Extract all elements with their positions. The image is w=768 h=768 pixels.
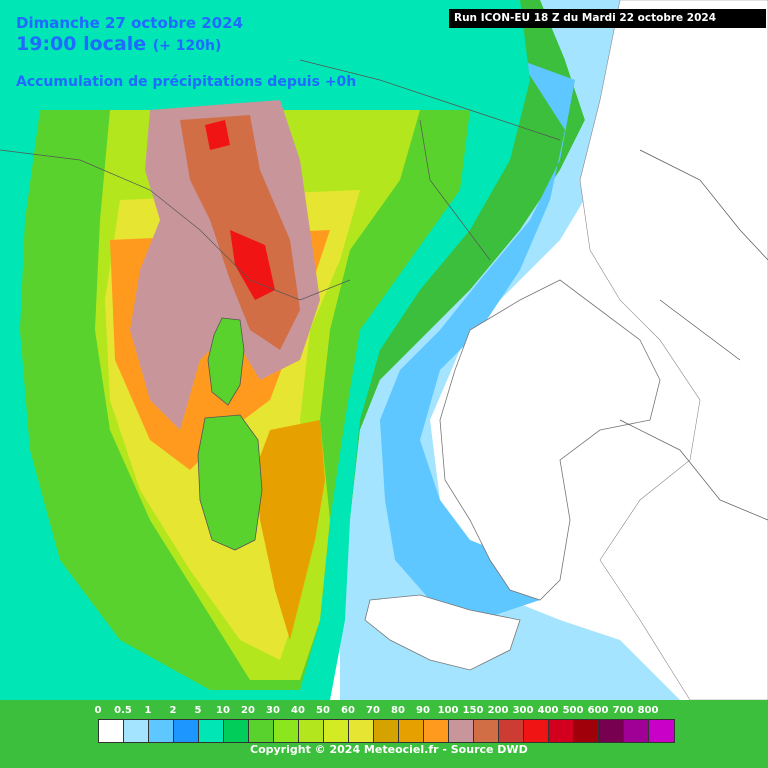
legend-swatch bbox=[324, 720, 349, 742]
legend-label: 300 bbox=[512, 705, 534, 716]
sardinia-island bbox=[197, 414, 263, 551]
legend-label: 30 bbox=[266, 705, 280, 716]
legend-label: 40 bbox=[291, 705, 305, 716]
legend-label: 5 bbox=[194, 705, 202, 716]
legend-label: 700 bbox=[612, 705, 634, 716]
legend-swatch bbox=[424, 720, 449, 742]
legend-label: 10 bbox=[216, 705, 230, 716]
corsica-island bbox=[207, 317, 245, 406]
legend-swatch bbox=[149, 720, 174, 742]
borders bbox=[0, 59, 768, 521]
model-run-info: Run ICON-EU 18 Z du Mardi 22 octobre 202… bbox=[449, 9, 766, 28]
accumulation-title: Accumulation de précipitations depuis +0… bbox=[16, 74, 357, 90]
legend-label: 80 bbox=[391, 705, 405, 716]
legend-swatch bbox=[124, 720, 149, 742]
forecast-offset: (+ 120h) bbox=[152, 38, 222, 54]
forecast-time-value: 19:00 locale bbox=[16, 33, 147, 55]
legend-swatch bbox=[349, 720, 374, 742]
legend-label: 400 bbox=[537, 705, 559, 716]
legend-label: 90 bbox=[416, 705, 430, 716]
legend-swatch bbox=[474, 720, 499, 742]
legend-swatch bbox=[549, 720, 574, 742]
legend-swatch bbox=[249, 720, 274, 742]
legend-swatch bbox=[224, 720, 249, 742]
legend-label: 500 bbox=[562, 705, 584, 716]
legend-label: 100 bbox=[437, 705, 459, 716]
legend-swatch bbox=[599, 720, 624, 742]
legend-label: 50 bbox=[316, 705, 330, 716]
legend-labels: 0 0.5 1 2 5 10 20 30 40 50 60 70 80 90 100 150 200 300 400… bbox=[94, 705, 678, 719]
legend-label: 600 bbox=[587, 705, 609, 716]
legend-label: 0 bbox=[94, 705, 102, 716]
legend-swatch bbox=[649, 720, 674, 742]
rain-area-blue bbox=[380, 60, 575, 620]
legend-label: 200 bbox=[487, 705, 509, 716]
legend-swatch bbox=[274, 720, 299, 742]
forecast-time: 19:00 locale (+ 120h) bbox=[16, 33, 221, 55]
legend-swatch bbox=[174, 720, 199, 742]
legend-label: 800 bbox=[637, 705, 659, 716]
legend-label: 1 bbox=[144, 705, 152, 716]
legend-swatch bbox=[574, 720, 599, 742]
legend-swatch bbox=[399, 720, 424, 742]
sicily-island bbox=[364, 594, 521, 671]
legend-label: 2 bbox=[169, 705, 177, 716]
legend-swatch bbox=[624, 720, 649, 742]
rain-area-orange-south bbox=[255, 420, 325, 640]
legend-label: 60 bbox=[341, 705, 355, 716]
legend-label: 70 bbox=[366, 705, 380, 716]
legend-swatch bbox=[449, 720, 474, 742]
copyright-text: Copyright © 2024 Meteociel.fr - Source D… bbox=[250, 743, 528, 756]
italy-peninsula bbox=[439, 279, 661, 601]
legend-swatch bbox=[374, 720, 399, 742]
legend-swatch bbox=[199, 720, 224, 742]
legend-color-scale bbox=[98, 719, 675, 743]
legend-swatch bbox=[524, 720, 549, 742]
forecast-date: Dimanche 27 octobre 2024 bbox=[16, 14, 244, 32]
legend-swatch bbox=[499, 720, 524, 742]
legend-label: 0.5 bbox=[114, 705, 132, 716]
legend-label: 150 bbox=[462, 705, 484, 716]
legend-swatch bbox=[299, 720, 324, 742]
legend-label: 20 bbox=[241, 705, 255, 716]
legend-swatch bbox=[99, 720, 124, 742]
rain-core-red bbox=[205, 120, 275, 300]
